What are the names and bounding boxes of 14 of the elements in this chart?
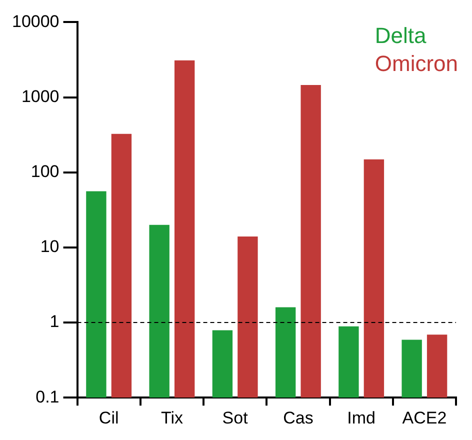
y-tick-label: 0.1 bbox=[36, 387, 60, 406]
x-tick-label: Cas bbox=[283, 408, 314, 428]
y-tick-label: 10000 bbox=[12, 12, 60, 31]
y-tick-label: 1000 bbox=[21, 86, 60, 106]
text: Omicron bbox=[374, 50, 458, 78]
x-tick-label: Sot bbox=[222, 408, 248, 428]
x-tick-label: ACE2 bbox=[402, 408, 447, 428]
x-tick-label: Tix bbox=[160, 408, 184, 428]
text: Delta bbox=[374, 22, 428, 50]
x-tick-label: Imd bbox=[347, 408, 376, 428]
y-tick-label: 1 bbox=[50, 312, 60, 332]
x-tick-label: Cil bbox=[98, 408, 119, 428]
y-tick-label: 10 bbox=[40, 237, 60, 256]
y-tick-label: 100 bbox=[30, 162, 60, 182]
